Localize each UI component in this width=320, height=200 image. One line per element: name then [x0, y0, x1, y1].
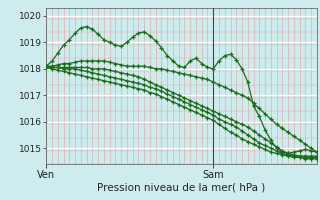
X-axis label: Pression niveau de la mer( hPa ): Pression niveau de la mer( hPa ): [98, 182, 266, 192]
